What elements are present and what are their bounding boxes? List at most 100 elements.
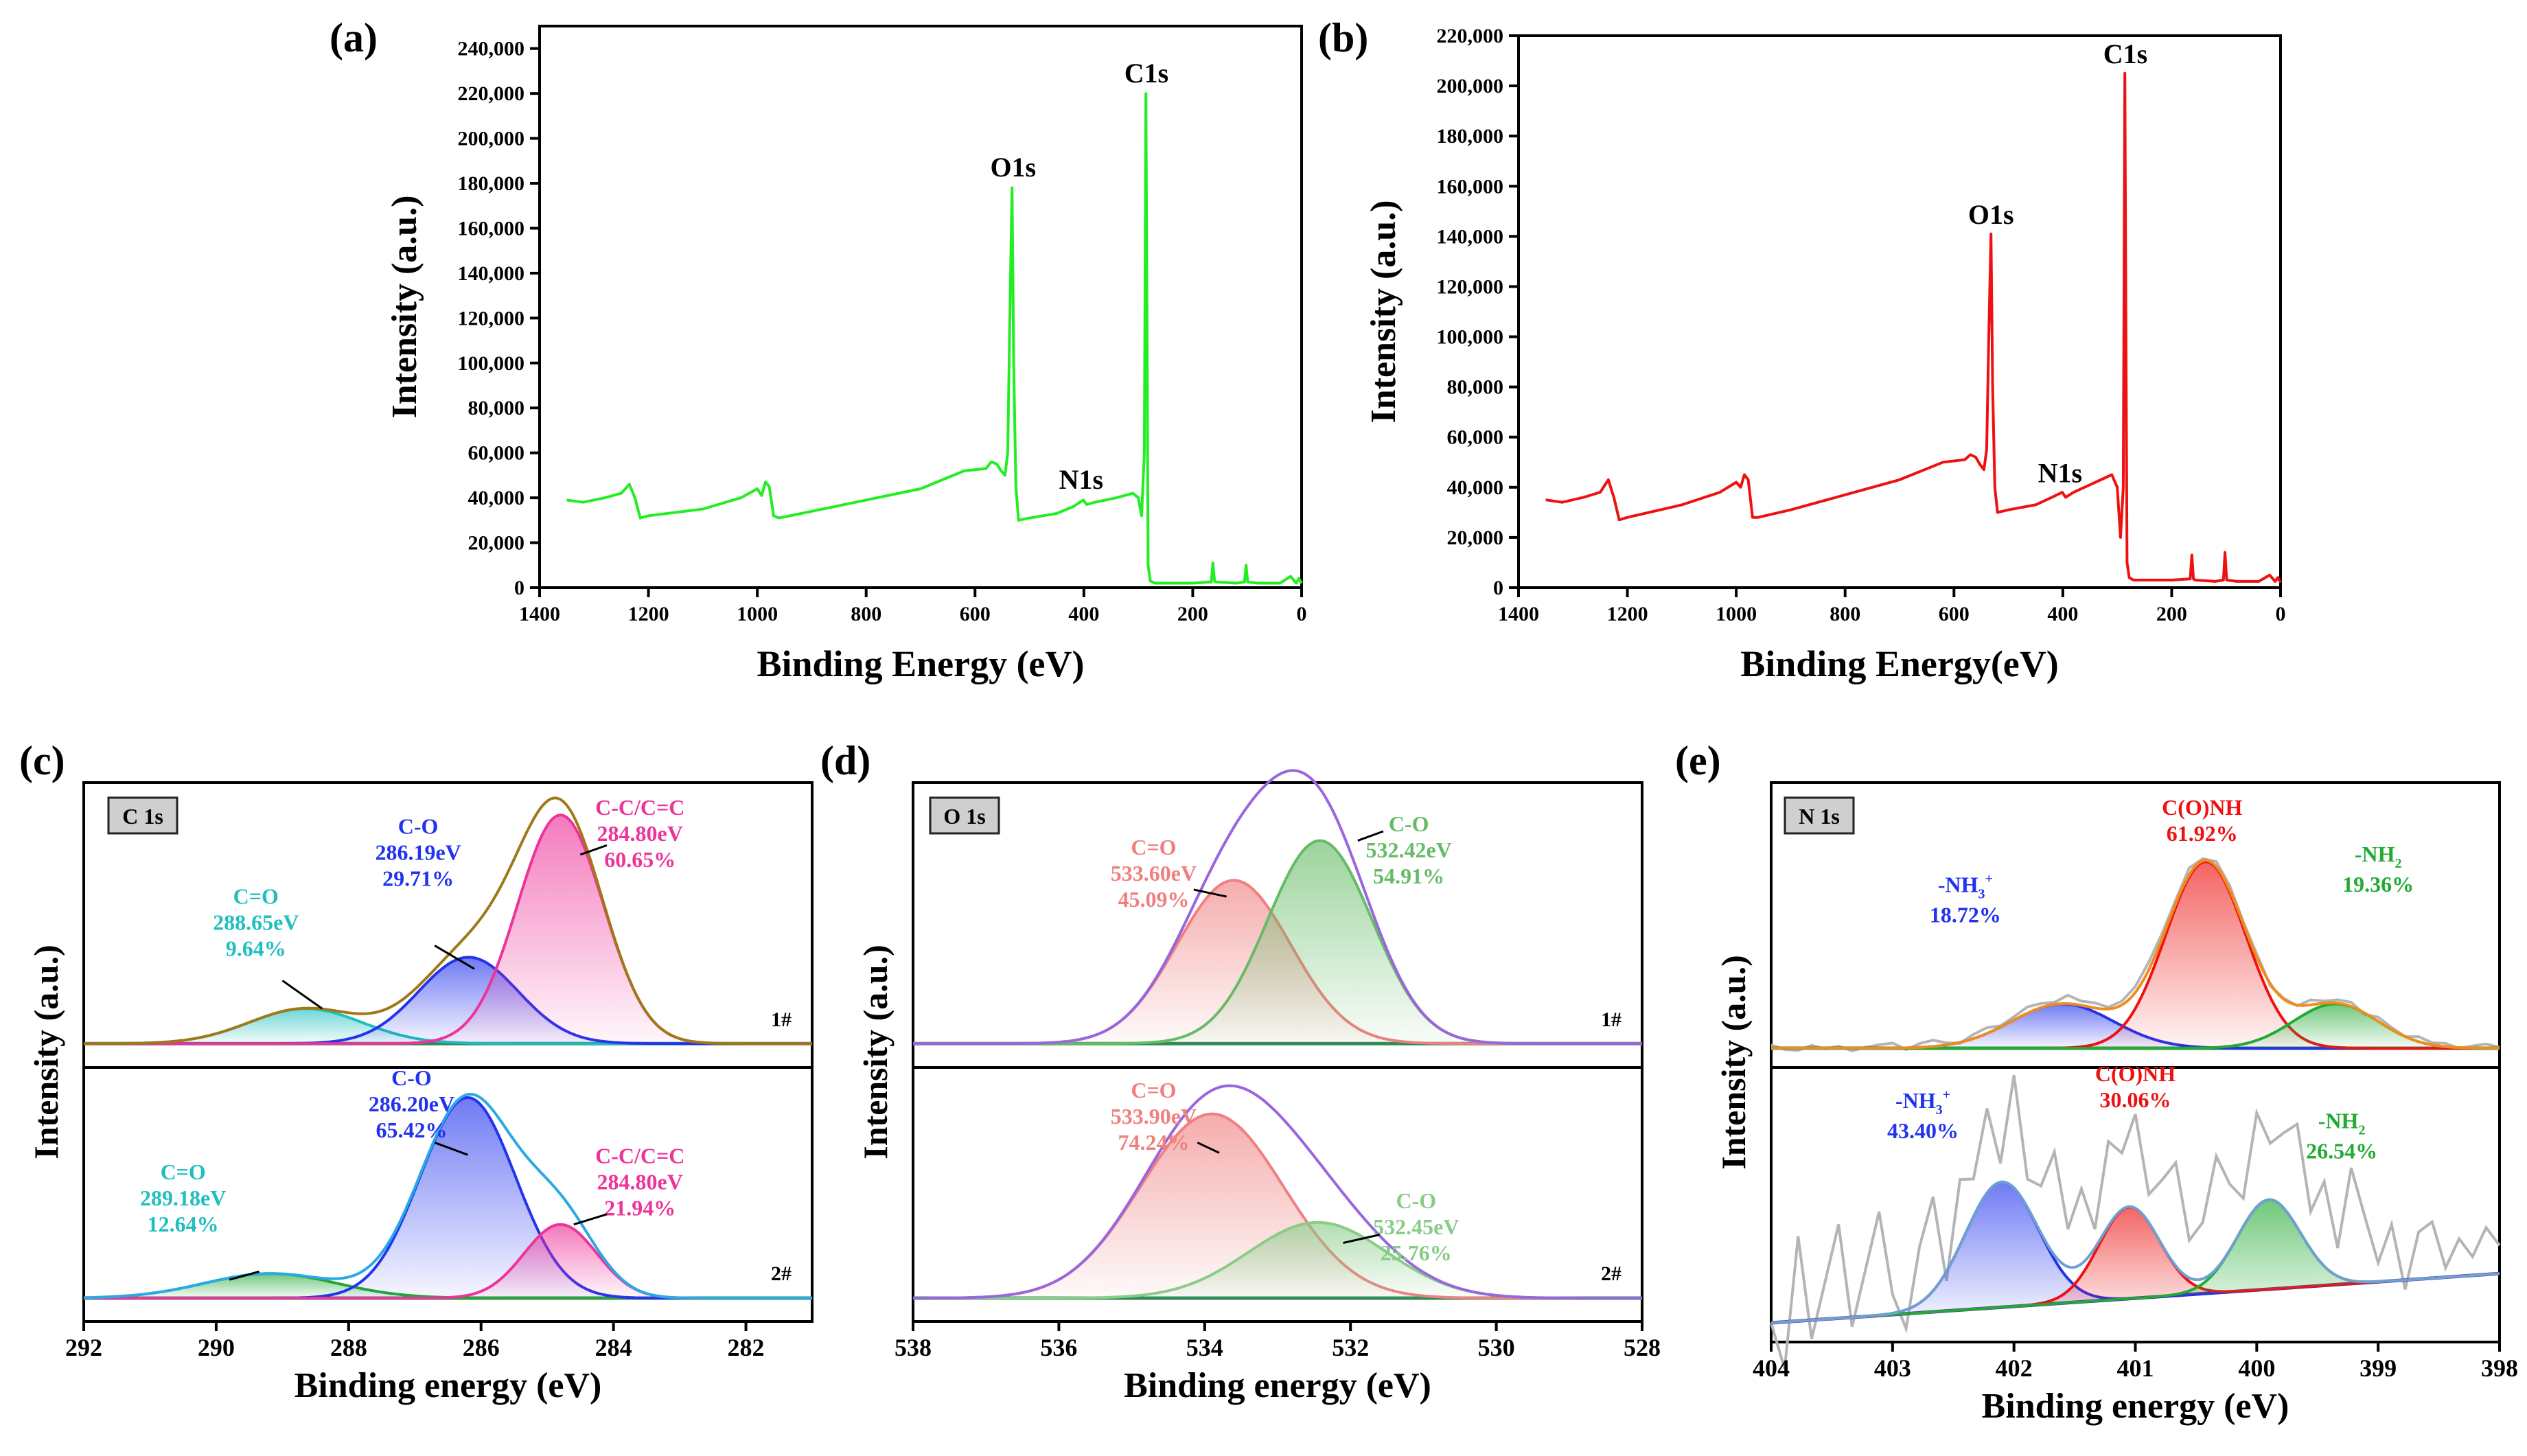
peak-name-label: -NH3+ xyxy=(1895,1087,1950,1118)
x-tick-label: 401 xyxy=(2117,1354,2154,1382)
x-tick-label: 0 xyxy=(1297,603,1307,625)
peak-annotation-line: 25.76% xyxy=(1381,1240,1452,1265)
peak-annotation-line: 284.80eV xyxy=(597,821,683,846)
peak-name-superscript: + xyxy=(1943,1087,1950,1102)
peak-annotation-line: 286.19eV xyxy=(375,840,461,864)
peak-name-label: -NH2 xyxy=(2318,1108,2366,1137)
peak-fill xyxy=(913,1113,1642,1298)
y-tick-label: 40,000 xyxy=(1447,476,1504,499)
y-tick-label: 60,000 xyxy=(468,442,525,465)
x-tick-label: 1200 xyxy=(628,603,669,625)
x-tick-label: 403 xyxy=(1874,1354,1911,1382)
x-tick-label: 528 xyxy=(1624,1334,1661,1361)
x-tick-label: 534 xyxy=(1186,1334,1223,1361)
peak-fill xyxy=(1771,1181,2500,1323)
plot-frame xyxy=(912,781,1643,1323)
panel-b: 1400 1200 1000 800 600 400 200 0 0 20,000 40,000 60… xyxy=(1318,15,2286,684)
peak-annotation-line: 61.92% xyxy=(2167,821,2238,846)
peak-annotation-line: 74.24% xyxy=(1118,1130,1189,1155)
peak-fill xyxy=(84,957,812,1044)
sample-label: 2# xyxy=(1601,1262,1622,1285)
annotation-leader xyxy=(579,844,608,856)
x-tick-label: 292 xyxy=(65,1334,102,1361)
peak-name-superscript: + xyxy=(1985,871,1993,886)
peak-annotation-line: C-C/C=C xyxy=(595,795,684,820)
x-tick-label: 402 xyxy=(1996,1354,2033,1382)
peak-annotation-line: 289.18eV xyxy=(140,1186,226,1210)
peak-percent-label: 26.54% xyxy=(2306,1138,2377,1163)
peak-name-subscript: 2 xyxy=(2395,856,2401,871)
annotation-leader xyxy=(1197,1142,1220,1154)
panel-c: C=O288.65eV9.64%C-O286.19eV29.71%C-C/C=C… xyxy=(19,738,814,1405)
annotation-leader xyxy=(1343,1234,1381,1245)
peak-annotation: N1s xyxy=(1059,464,1103,495)
x-tick-label: 532 xyxy=(1332,1334,1369,1361)
x-tick-label: 400 xyxy=(1068,603,1099,625)
y-tick-label: 120,000 xyxy=(458,307,525,330)
peak-annotation-line: C-O xyxy=(1389,811,1429,836)
annotation-leader xyxy=(573,1213,608,1226)
peak-fill xyxy=(84,1273,812,1298)
peak-annotation-line: C-C/C=C xyxy=(595,1143,684,1168)
x-tick-label: 282 xyxy=(728,1334,765,1361)
peak-annotation-line: C(O)NH xyxy=(2162,795,2242,820)
peak-annotation-line: C-O xyxy=(398,813,439,838)
panel-label: (b) xyxy=(1318,15,1368,60)
x-tick-label: 286 xyxy=(463,1334,500,1361)
sample-label: 1# xyxy=(771,1008,792,1031)
survey-line xyxy=(1545,71,2282,583)
peak-annotation: C1s xyxy=(1124,58,1168,89)
element-tag-label: C 1s xyxy=(122,804,163,829)
peak-percent-label: 19.36% xyxy=(2342,872,2414,897)
element-tag-box xyxy=(107,796,178,835)
panel-d: C=O533.60eV45.09%C-O532.42eV54.91%1#C=O5… xyxy=(820,738,1661,1405)
peak-annotation: O1s xyxy=(1968,199,2014,230)
peak-name-subscript: 2 xyxy=(2358,1122,2365,1137)
peak-fill xyxy=(84,1098,812,1298)
peak-annotation-line: 54.91% xyxy=(1373,864,1444,888)
x-axis-label: Binding Energy(eV) xyxy=(1740,643,2059,684)
y-tick-label: 40,000 xyxy=(468,487,525,509)
envelope-curve xyxy=(84,796,812,1045)
y-tick-label: 180,000 xyxy=(458,172,525,195)
y-axis-label: Intensity (a.u.) xyxy=(1364,200,1403,423)
peak-annotation-line: 286.20eV xyxy=(369,1091,454,1116)
peak-annotation-line: 533.90eV xyxy=(1111,1104,1197,1129)
x-tick-label: 1400 xyxy=(519,603,560,625)
peak-annotation-line: 45.09% xyxy=(1118,887,1189,912)
annotation-leader xyxy=(281,980,323,1010)
y-axis-label: Intensity (a.u.) xyxy=(27,945,65,1159)
plot-frame xyxy=(538,25,1303,589)
peak-percent-label: 43.40% xyxy=(1887,1118,1959,1143)
y-tick-label: 180,000 xyxy=(1437,125,1504,148)
x-tick-label: 404 xyxy=(1753,1354,1790,1382)
element-tag-box xyxy=(1784,796,1855,835)
peak-annotation-line: 532.45eV xyxy=(1373,1214,1459,1239)
x-axis-label: Binding energy (eV) xyxy=(1982,1387,2289,1426)
panel-label: (d) xyxy=(820,738,870,783)
plot-frame xyxy=(82,781,814,1323)
peak-annotation-line: 29.71% xyxy=(382,866,454,890)
y-tick-label: 240,000 xyxy=(458,38,525,60)
peak-fill xyxy=(913,840,1642,1044)
peak-fill xyxy=(1771,1207,2500,1323)
peak-annotation-line: C-O xyxy=(1396,1188,1436,1213)
x-axis-label: Binding energy (eV) xyxy=(1124,1366,1431,1405)
y-tick-label: 60,000 xyxy=(1447,426,1504,449)
x-tick-label: 1000 xyxy=(737,603,778,625)
peak-fill xyxy=(84,815,812,1044)
y-tick-label: 100,000 xyxy=(1437,326,1504,349)
peak-annotation-line: C(O)NH xyxy=(2095,1061,2176,1086)
y-tick-label: 220,000 xyxy=(458,82,525,105)
y-axis-label: Intensity (a.u.) xyxy=(385,195,424,418)
peak-annotation-line: C=O xyxy=(1131,1078,1176,1102)
plot-frame xyxy=(1517,34,2282,589)
panel-label: (c) xyxy=(19,738,65,783)
y-tick-label: 200,000 xyxy=(1437,75,1504,97)
peak-annotation-line: C=O xyxy=(161,1159,206,1184)
element-tag-label: N 1s xyxy=(1799,804,1840,829)
peak-annotation-line: 12.64% xyxy=(148,1212,219,1236)
y-tick-label: 100,000 xyxy=(458,352,525,375)
peak-name-part: -NH xyxy=(2318,1108,2359,1133)
x-tick-label: 200 xyxy=(2156,603,2187,625)
